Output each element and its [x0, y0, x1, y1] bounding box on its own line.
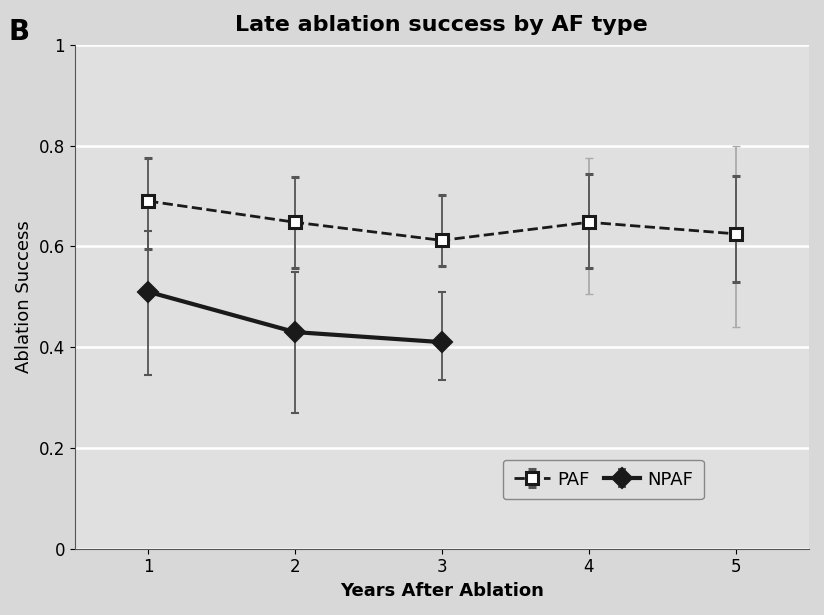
Text: B: B [8, 18, 30, 47]
Legend: PAF, NPAF: PAF, NPAF [503, 460, 704, 499]
Y-axis label: Ablation Success: Ablation Success [15, 220, 33, 373]
X-axis label: Years After Ablation: Years After Ablation [339, 582, 544, 600]
Title: Late ablation success by AF type: Late ablation success by AF type [236, 15, 648, 35]
